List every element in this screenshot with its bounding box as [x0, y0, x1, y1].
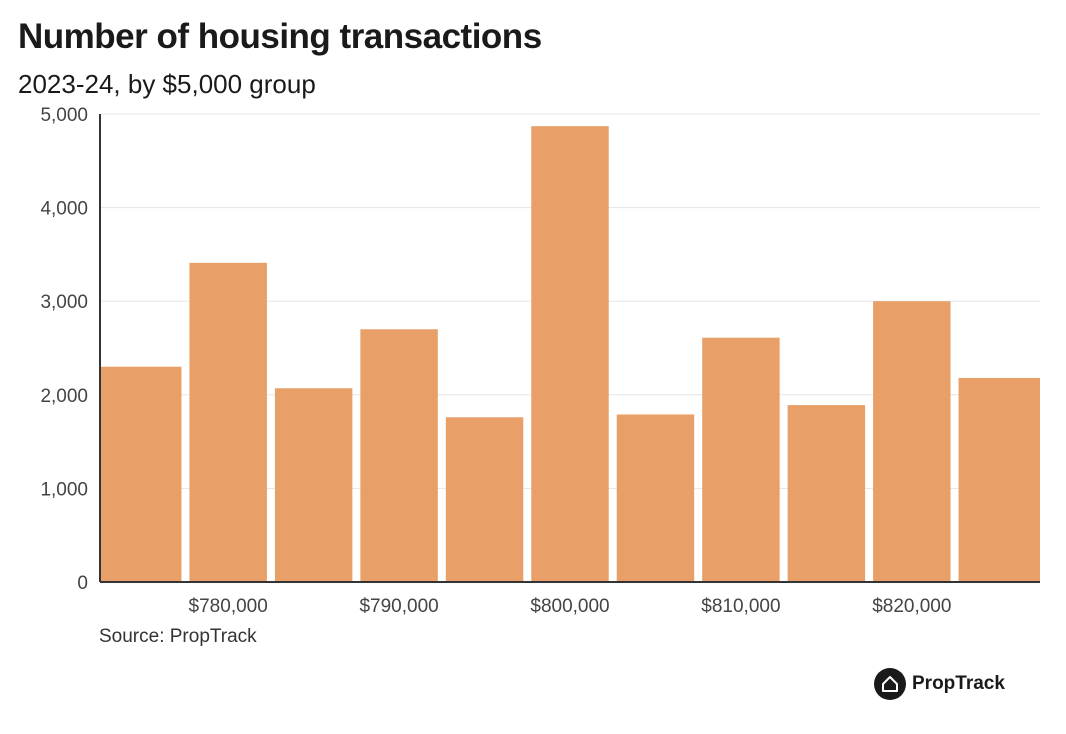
- chart-title: Number of housing transactions: [18, 17, 542, 56]
- bar: [531, 126, 609, 582]
- chart-subtitle: 2023-24, by $5,000 group: [18, 69, 316, 99]
- x-tick-label: $800,000: [530, 596, 609, 617]
- bar: [101, 366, 182, 582]
- bar: [274, 388, 353, 582]
- proptrack-logo: PropTrack: [874, 668, 1005, 700]
- bar: [787, 405, 866, 582]
- x-tick-label: $780,000: [189, 596, 268, 617]
- y-tick-label: 4,000: [40, 199, 88, 220]
- source-note: Source: PropTrack: [99, 626, 257, 647]
- bar: [189, 262, 267, 582]
- bar: [360, 329, 438, 582]
- y-tick-label: 1,000: [40, 479, 88, 500]
- bar: [616, 414, 695, 582]
- bar: [702, 337, 780, 582]
- bar: [958, 377, 1040, 582]
- x-tick-label: $810,000: [701, 596, 780, 617]
- x-tick-label: $820,000: [872, 596, 951, 617]
- y-tick-label: 0: [77, 573, 88, 594]
- bar: [445, 417, 524, 582]
- y-tick-label: 2,000: [40, 386, 88, 407]
- y-tick-label: 3,000: [40, 292, 88, 313]
- y-tick-label: 5,000: [40, 105, 88, 126]
- x-tick-label: $790,000: [359, 596, 438, 617]
- house-icon: [874, 668, 906, 700]
- bar: [873, 301, 951, 582]
- brand-name: PropTrack: [912, 673, 1005, 694]
